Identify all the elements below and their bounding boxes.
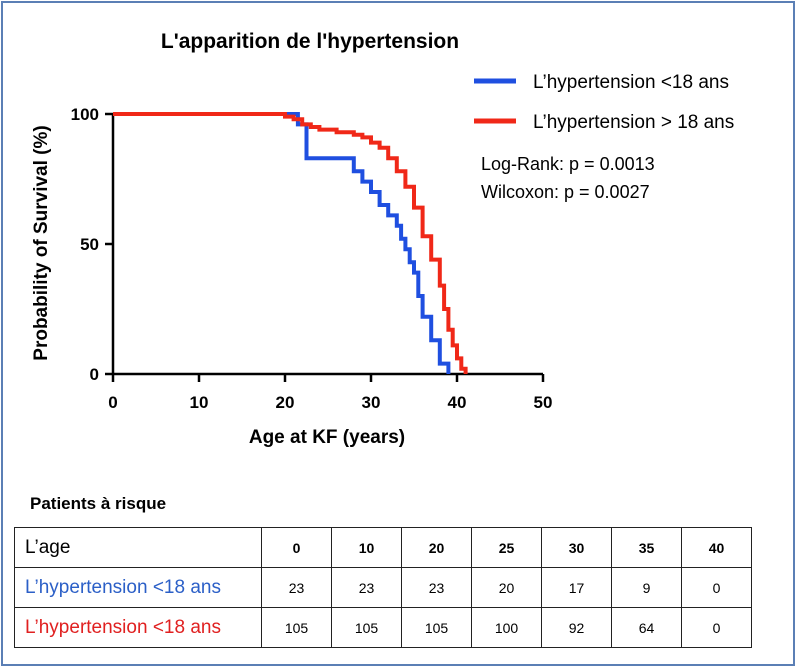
y-ticks: 0 50 100 bbox=[71, 105, 113, 384]
risk-cell: 105 bbox=[401, 607, 472, 648]
x-tick-label: 20 bbox=[276, 393, 295, 412]
risk-table-row-blue: L’hypertension <18 ans 23 23 23 20 17 9 … bbox=[14, 567, 752, 608]
series-line-over-18 bbox=[113, 112, 468, 374]
x-tick-label: 40 bbox=[448, 393, 467, 412]
risk-cell: 23 bbox=[401, 567, 472, 608]
x-tick-label: 50 bbox=[534, 393, 553, 412]
risk-cell: 100 bbox=[471, 607, 542, 648]
y-tick-label: 100 bbox=[71, 105, 99, 124]
x-ticks: 0 10 20 30 40 50 bbox=[108, 374, 552, 412]
risk-table-header-row: L’age 0 10 20 25 30 35 40 bbox=[14, 527, 752, 568]
age-header-cell: 20 bbox=[401, 527, 472, 568]
risk-cell: 23 bbox=[261, 567, 332, 608]
legend-label-blue: L’hypertension <18 ans bbox=[533, 72, 729, 93]
x-axis-label: Age at KF (years) bbox=[249, 427, 405, 448]
series-line-under-18 bbox=[113, 112, 451, 374]
x-tick-label: 10 bbox=[190, 393, 209, 412]
risk-cell: 20 bbox=[471, 567, 542, 608]
risk-cell: 64 bbox=[611, 607, 682, 648]
risk-cell: 105 bbox=[261, 607, 332, 648]
risk-cell: 23 bbox=[331, 567, 402, 608]
risk-row-label: L’hypertension <18 ans bbox=[14, 607, 262, 648]
risk-cell: 105 bbox=[331, 607, 402, 648]
age-header-cell: 35 bbox=[611, 527, 682, 568]
y-tick-label: 0 bbox=[90, 365, 99, 384]
age-header-cell: 10 bbox=[331, 527, 402, 568]
survival-chart: L'apparition de l'hypertension Probabili… bbox=[31, 30, 734, 448]
wilcoxon-annotation: Wilcoxon: p = 0.0027 bbox=[481, 182, 650, 202]
risk-cell: 9 bbox=[611, 567, 682, 608]
age-header-label: L’age bbox=[14, 527, 262, 568]
y-axis-label: Probability of Survival (%) bbox=[31, 125, 52, 360]
risk-table-row-red: L’hypertension <18 ans 105 105 105 100 9… bbox=[14, 607, 752, 648]
log-rank-annotation: Log-Rank: p = 0.0013 bbox=[481, 154, 655, 174]
age-header-cell: 30 bbox=[541, 527, 612, 568]
age-header-cell: 25 bbox=[471, 527, 542, 568]
x-tick-label: 30 bbox=[362, 393, 381, 412]
risk-cell: 0 bbox=[681, 567, 752, 608]
risk-cell: 92 bbox=[541, 607, 612, 648]
age-header-cell: 0 bbox=[261, 527, 332, 568]
legend-label-red: L’hypertension > 18 ans bbox=[533, 112, 734, 133]
risk-cell: 0 bbox=[681, 607, 752, 648]
risk-table: L’age 0 10 20 25 30 35 40 L’hypertension… bbox=[14, 527, 752, 648]
risk-cell: 17 bbox=[541, 567, 612, 608]
chart-title: L'apparition de l'hypertension bbox=[161, 30, 459, 53]
age-header-cell: 40 bbox=[681, 527, 752, 568]
series-layer bbox=[113, 112, 468, 374]
y-tick-label: 50 bbox=[80, 235, 99, 254]
x-tick-label: 0 bbox=[108, 393, 117, 412]
risk-table-title: Patients à risque bbox=[30, 494, 167, 513]
risk-row-label: L’hypertension <18 ans bbox=[14, 567, 262, 608]
